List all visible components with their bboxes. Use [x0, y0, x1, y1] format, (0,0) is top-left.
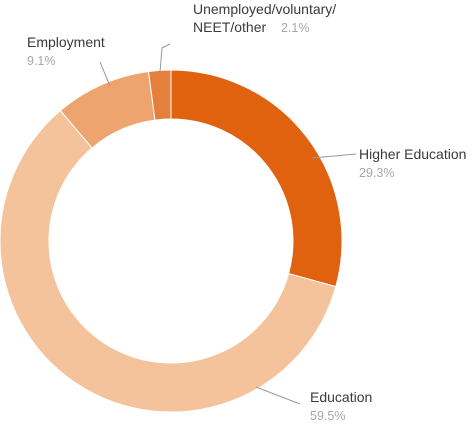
donut-slice-unemployed-voluntary-neet-other — [147, 69, 172, 121]
label-employment: Employment — [27, 34, 105, 50]
label-unemployed-line2: NEET/other — [193, 19, 266, 35]
donut-slices — [0, 69, 343, 413]
leader-line-education — [255, 386, 301, 405]
leader-line-higher-education — [311, 153, 357, 159]
donut-slice-higher-education — [170, 69, 343, 288]
value-unemployed: 2.1% — [281, 21, 310, 35]
leader-line-unemployed — [159, 43, 171, 73]
label-education: Education — [310, 389, 372, 405]
donut-slice-education — [0, 109, 337, 413]
label-unemployed-line1: Unemployed/voluntary/ — [193, 1, 336, 17]
value-employment: 9.1% — [27, 54, 56, 68]
value-higher-education: 29.3% — [359, 166, 394, 180]
value-education: 59.5% — [310, 409, 345, 423]
label-higher-education: Higher Education — [359, 146, 466, 162]
leader-line-employment — [99, 61, 111, 87]
leader-lines — [99, 43, 357, 405]
